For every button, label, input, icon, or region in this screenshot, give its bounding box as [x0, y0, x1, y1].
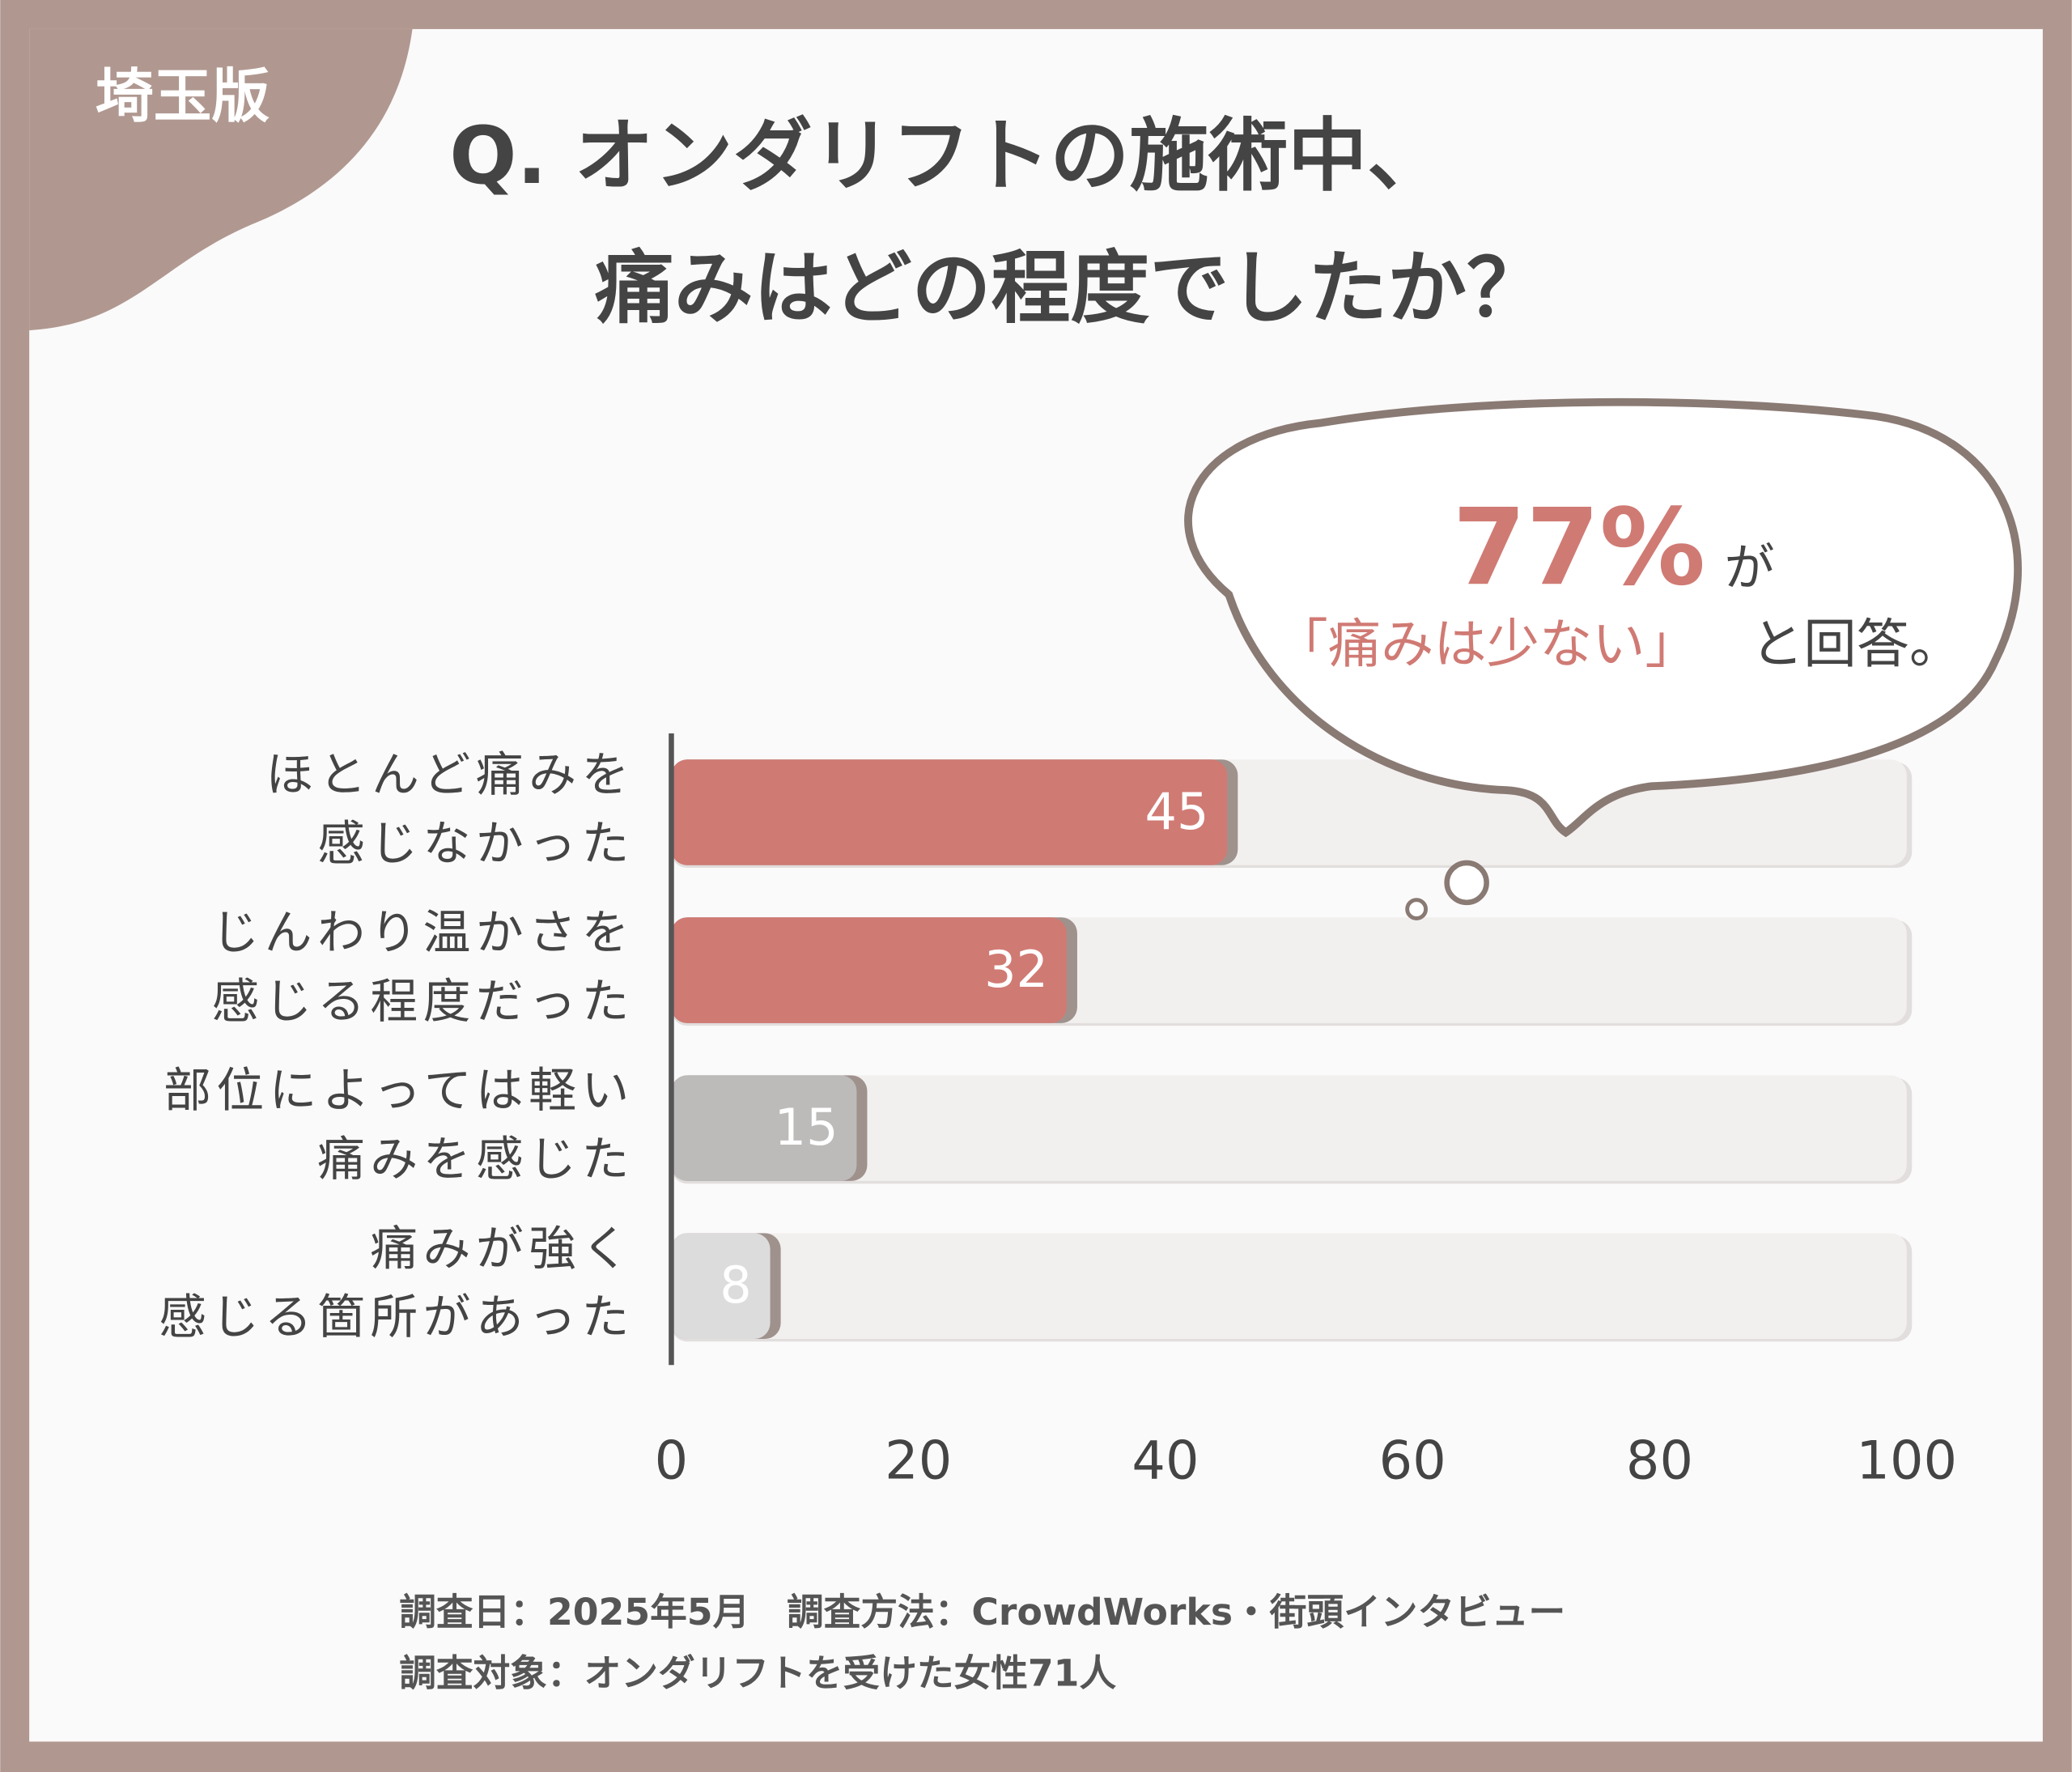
value-label: 15: [775, 1098, 839, 1157]
x-tick-label: 60: [1379, 1430, 1446, 1492]
y-tick-label: 痛みが強く感じる箇所があった: [159, 1220, 635, 1345]
bubble-dot: [1405, 898, 1428, 920]
footnote: 調査日：2025年5月 調査方法：CrowdWorks・街頭インタビュー: [399, 1591, 1565, 1634]
panel: [29, 28, 2043, 1742]
bar-track: [671, 1075, 1907, 1181]
bar: [671, 759, 1228, 865]
plot: 0 20 40 60 80 100 45 ほとんど痛みを感じなかった 32 じんわり温かさを感じる…: [159, 733, 1957, 1492]
bar: [671, 1075, 857, 1181]
badge: 埼玉版: [96, 62, 270, 130]
bar: [671, 1233, 771, 1339]
x-tick-label: 40: [1132, 1430, 1199, 1492]
callout-text: と回答。: [1751, 614, 1962, 675]
footnote: 調査対象：オンダリフトを受けた女性71人: [399, 1651, 1116, 1694]
callout-bubble: [1184, 397, 2022, 838]
bubble-dot: [1444, 860, 1489, 906]
y-tick-label: 部位によっては軽い痛みを感じた: [163, 1062, 635, 1187]
x-tick-label: 80: [1626, 1430, 1693, 1492]
chart-title: Q. オンダリフトの施術中、痛みはどの程度でしたか？: [449, 110, 1546, 334]
callout-quote: 「痛みは少ない」: [1276, 614, 1698, 675]
value-label: 8: [720, 1256, 751, 1315]
callout-highlight: 77%: [1453, 486, 1706, 609]
y-tick-label: ほとんど痛みを感じなかった: [266, 746, 635, 871]
value-label: 32: [984, 940, 1048, 999]
x-tick-label: 100: [1856, 1430, 1957, 1492]
bar-track: [671, 1233, 1907, 1339]
callout-text: が: [1724, 538, 1774, 597]
y-tick-label: じんわり温かさを感じる程度だった: [212, 904, 635, 1029]
x-tick-label: 0: [655, 1430, 689, 1492]
badge-shape: [29, 28, 413, 331]
x-tick-label: 20: [885, 1430, 952, 1492]
value-label: 45: [1145, 782, 1209, 841]
bar: [671, 917, 1067, 1023]
